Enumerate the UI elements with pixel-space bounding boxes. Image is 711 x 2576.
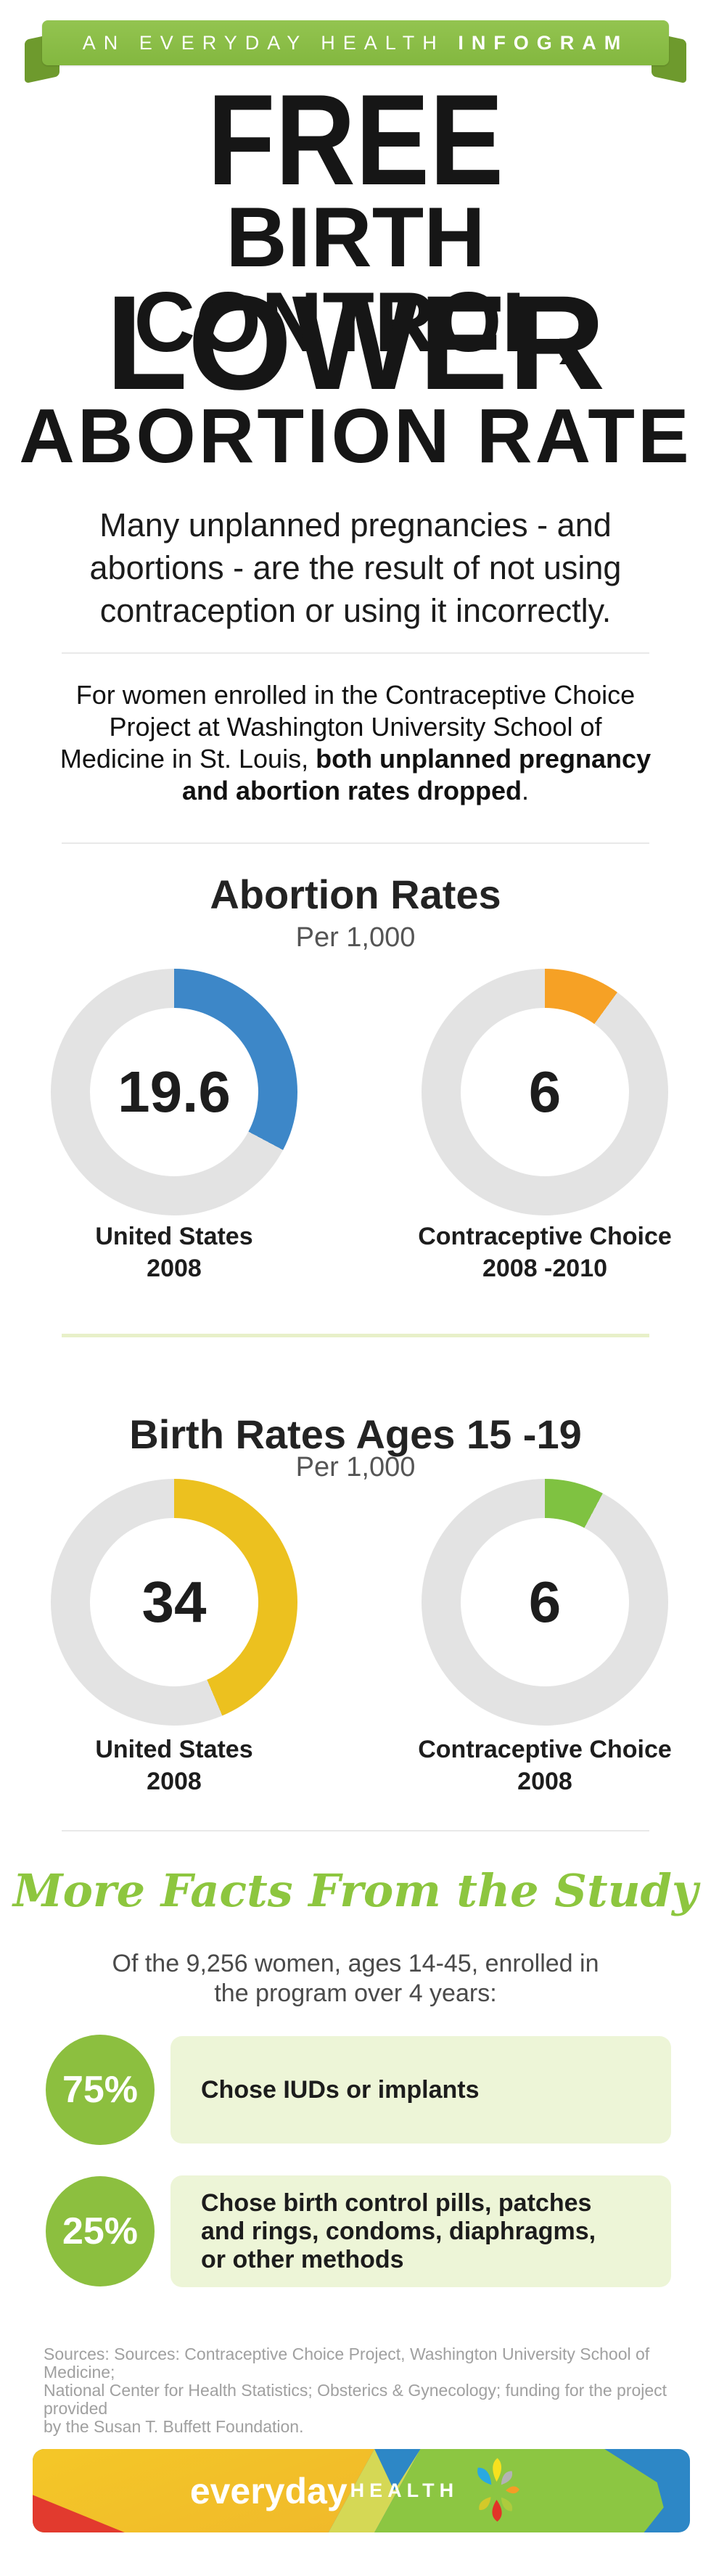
study-note-line: Project at Washington University School … [109,712,602,742]
donut-abortion-us: 19.6 [51,969,297,1215]
donut-value: 6 [528,1570,562,1634]
donut-value: 34 [141,1570,207,1634]
logo-everyday: everyday [189,2470,348,2511]
divider [62,1830,649,1831]
birth-rates-subtitle: Per 1,000 [295,1452,416,1482]
donut-birth-cc: 6 [422,1479,668,1726]
donut-birth-us: 34 [51,1479,297,1726]
donut-value: 19.6 [118,1059,231,1124]
study-note-line: and abortion rates dropped. [181,776,530,805]
donut-value: 6 [528,1059,562,1124]
abortion-rates-subtitle: Per 1,000 [295,922,416,953]
more-facts-subtext: Of the 9,256 women, ages 14-45, enrolled… [112,1950,599,2007]
everyday-health-logo: everyday HEALTH [33,2449,690,2532]
abortion-rates-title: Abortion Rates [210,871,501,917]
footer-bg-green [374,2449,664,2532]
divider [62,652,649,654]
ribbon-text: AN EVERYDAY HEALTH INFOGRAM [82,31,629,54]
birth-rates-title: Birth Rates Ages 15 -19 [129,1411,582,1457]
fact-percentage-75: 75% [46,2035,155,2145]
study-note-paragraph: For women enrolled in the Contraceptive … [0,679,711,807]
fact-box-iuds: Chose IUDs or implants [170,2036,671,2144]
everyday-health-footer-banner: everyday HEALTH [33,2449,690,2532]
sources-text: Sources: Sources: Contraceptive Choice P… [44,2345,667,2436]
donut-label-cc-2008: Contraceptive Choice 2008 [418,1736,672,1795]
donut-label-us-2008: United States 2008 [95,1223,253,1282]
fact-percentage-25: 25% [46,2176,155,2286]
divider-green [62,1334,649,1337]
ribbon-text-bold: INFOGRAM [458,31,629,54]
fact-box-other-methods: Chose birth control pills, patches and r… [170,2175,671,2287]
divider [62,842,649,844]
donut-hole: 6 [461,1518,629,1686]
intro-line: Many unplanned pregnancies - and [99,506,612,543]
intro-line: abortions - are the result of not using [89,549,622,586]
donut-hole: 19.6 [90,1008,258,1176]
donut-hole: 34 [90,1518,258,1686]
study-note-line: For women enrolled in the Contraceptive … [75,680,636,710]
title-line-birth-control: BIRTH CONTROL, [133,189,578,369]
logo-health: HEALTH [350,2479,459,2501]
title-line-free: FREE [207,67,504,212]
donut-label-cc-2008-2010: Contraceptive Choice 2008 -2010 [418,1223,672,1282]
donut-label-us-2008: United States 2008 [95,1736,253,1795]
intro-paragraph: Many unplanned pregnancies - and abortio… [0,504,711,632]
title-line-abortion-rate: ABORTION RATE [19,393,692,479]
logo-starburst-icon [477,2458,520,2522]
intro-line: contraception or using it incorrectly. [99,592,612,629]
header-ribbon: AN EVERYDAY HEALTH INFOGRAM [0,20,711,100]
donut-abortion-cc: 6 [422,969,668,1215]
study-note-line: Medicine in St. Louis, both unplanned pr… [59,744,652,774]
more-facts-heading: More Facts From the Study [12,1864,699,1917]
title-line-lower: LOWER [105,268,606,418]
donut-hole: 6 [461,1008,629,1176]
ribbon-band: AN EVERYDAY HEALTH INFOGRAM [42,20,669,65]
